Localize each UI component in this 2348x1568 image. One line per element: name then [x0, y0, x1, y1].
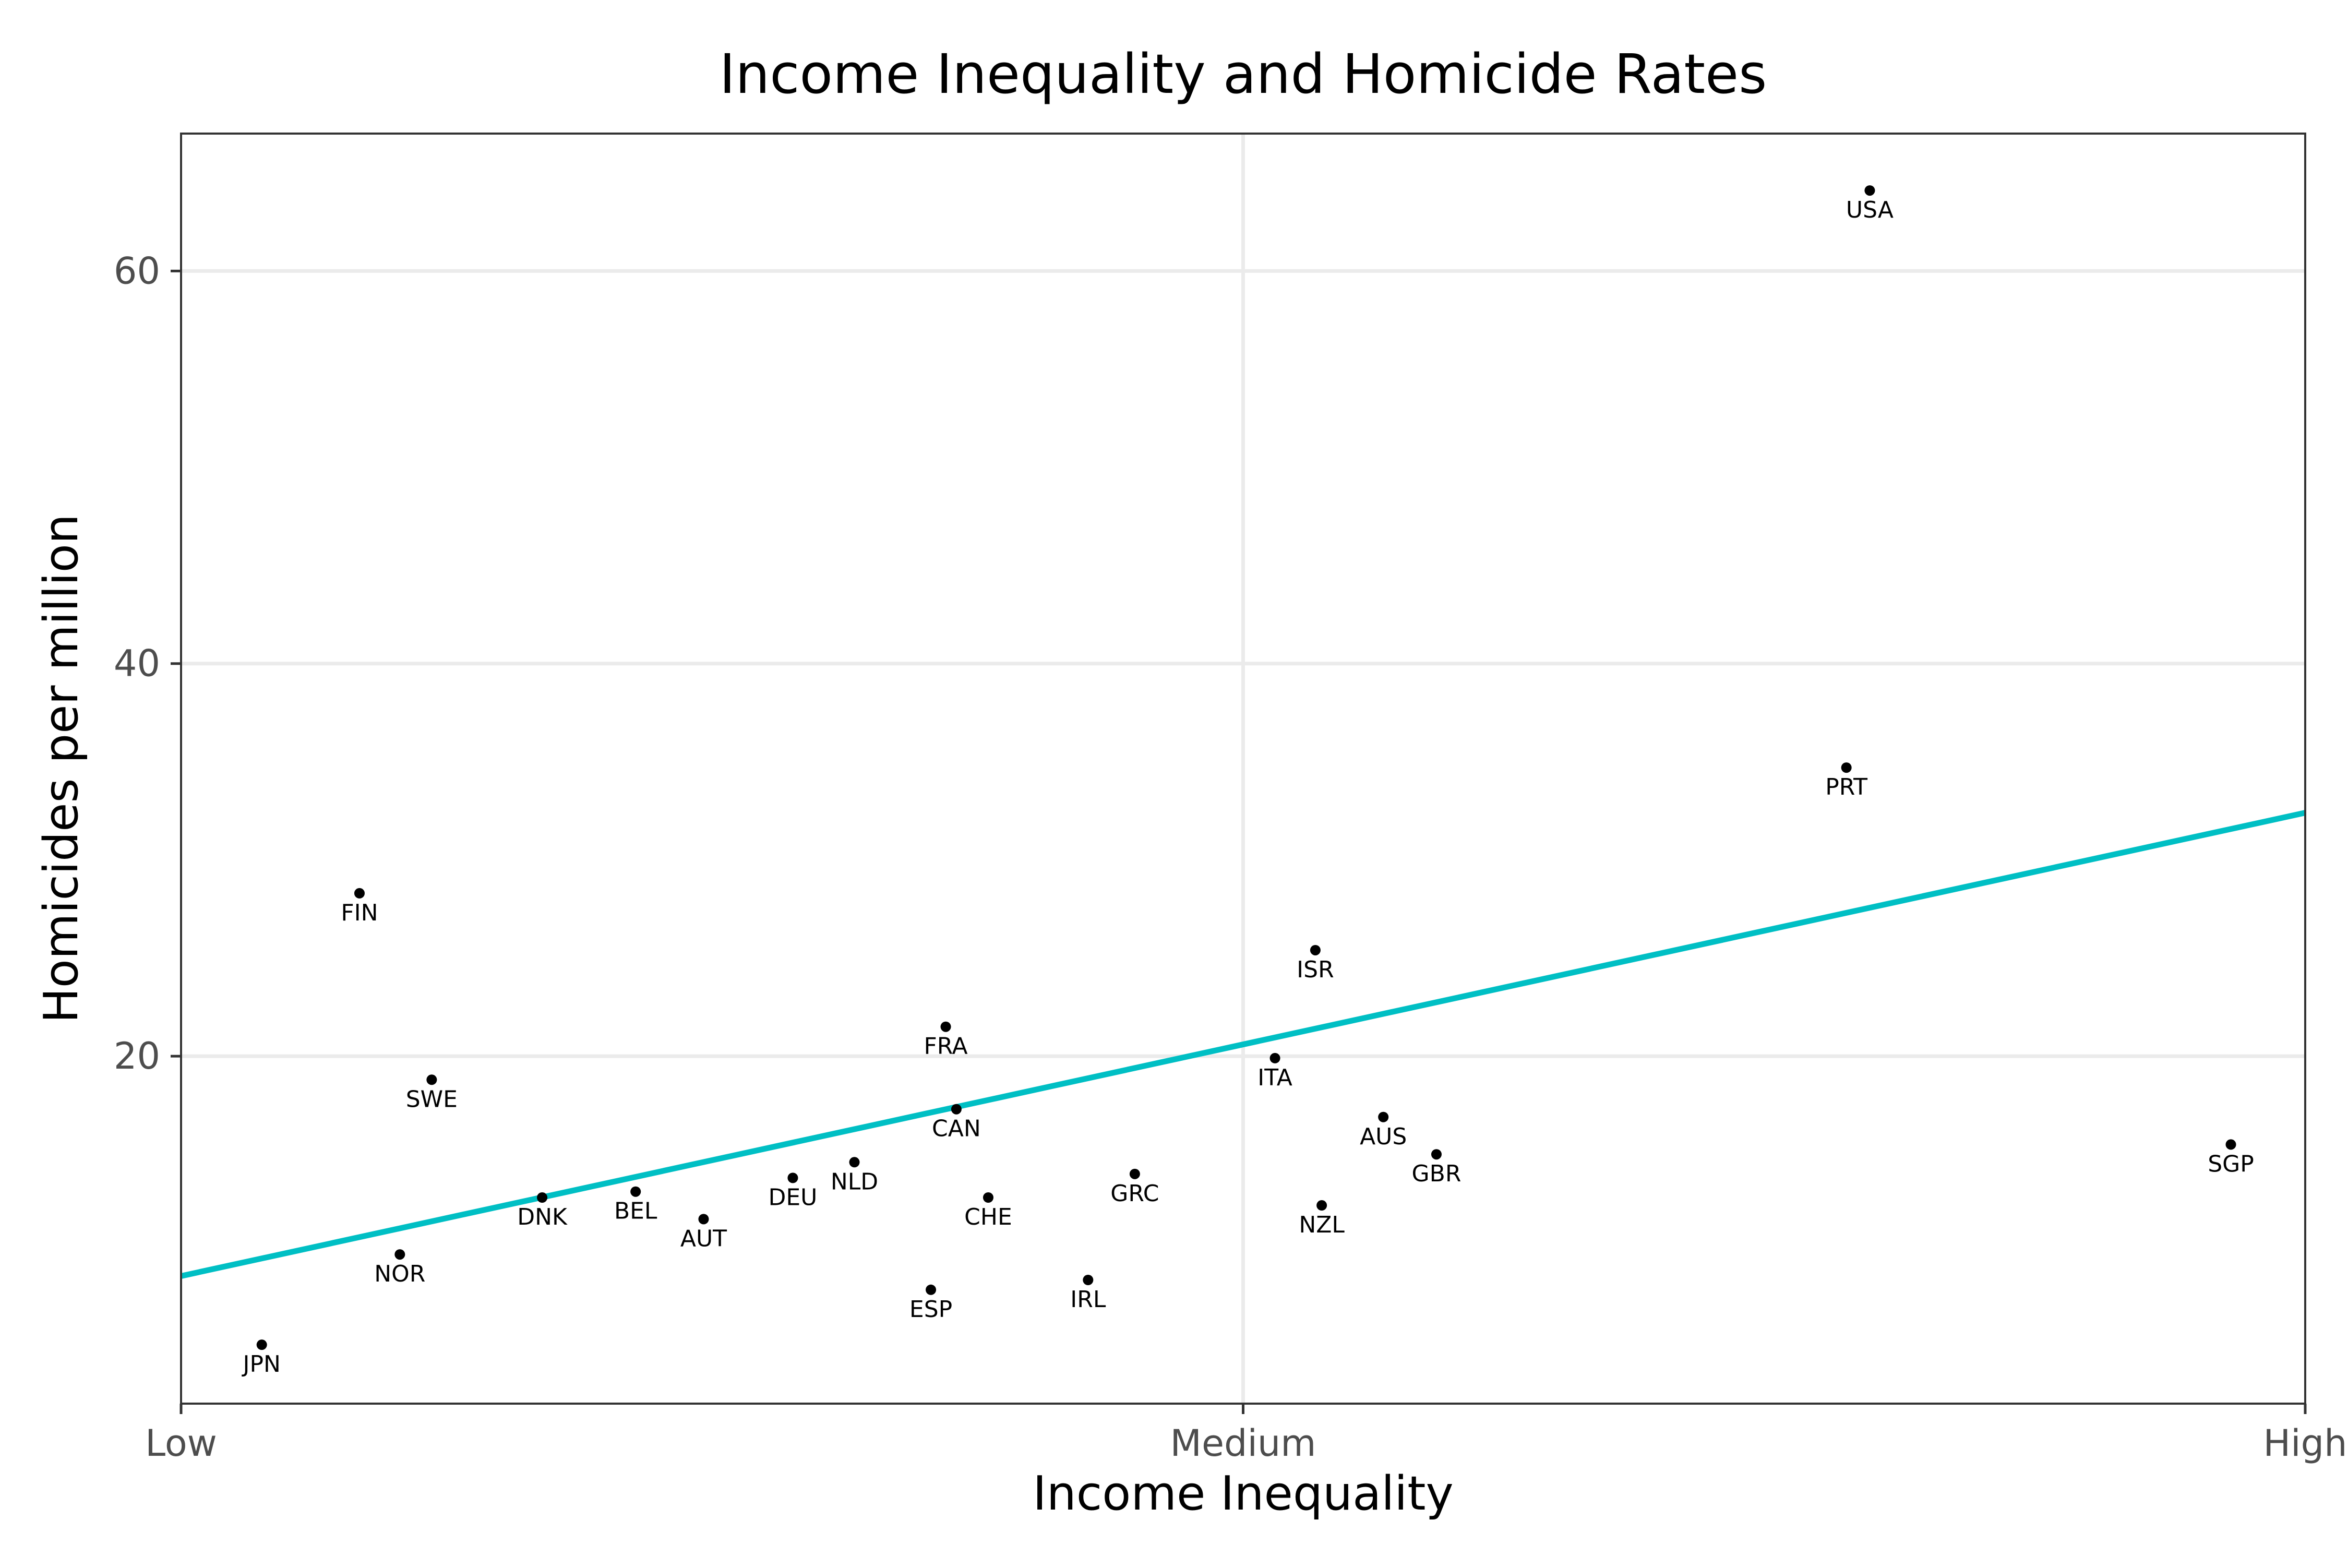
point-label-fra: FRA — [924, 1033, 967, 1060]
point-label-che: CHE — [964, 1204, 1012, 1230]
point-prt — [1841, 762, 1852, 773]
axes: 20 40 60 Low Medium High — [114, 249, 2347, 1465]
x-tick-label-low: Low — [145, 1422, 217, 1465]
point-fin — [354, 888, 365, 899]
point-label-gbr: GBR — [1412, 1160, 1461, 1187]
point-label-prt: PRT — [1825, 774, 1867, 800]
point-label-nzl: NZL — [1299, 1212, 1345, 1238]
point-grc — [1129, 1168, 1140, 1179]
point-nld — [849, 1157, 860, 1168]
point-isr — [1310, 944, 1321, 955]
point-label-ita: ITA — [1257, 1064, 1292, 1091]
point-labels-layer: JPN FIN NOR SWE DNK BEL AUT DEU NLD ESP FRA CAN CHE I… — [241, 197, 2254, 1378]
point-esp — [926, 1284, 937, 1295]
point-label-fin: FIN — [341, 900, 378, 926]
points-layer — [256, 185, 2236, 1350]
point-irl — [1083, 1274, 1094, 1285]
trend-line — [181, 810, 2305, 1279]
point-label-aut: AUT — [680, 1225, 727, 1252]
x-tick-label-high: High — [2263, 1422, 2347, 1465]
point-nzl — [1316, 1200, 1327, 1211]
point-label-bel: BEL — [614, 1198, 657, 1225]
point-gbr — [1431, 1149, 1442, 1160]
point-label-dnk: DNK — [517, 1204, 568, 1230]
point-dnk — [537, 1192, 548, 1203]
point-aut — [698, 1214, 709, 1225]
point-label-irl: IRL — [1070, 1286, 1106, 1313]
point-ita — [1269, 1052, 1280, 1063]
point-label-esp: ESP — [909, 1296, 952, 1323]
point-che — [983, 1192, 993, 1203]
x-tick-label-medium: Medium — [1170, 1422, 1316, 1465]
point-label-jpn: JPN — [241, 1351, 280, 1378]
chart-title: Income Inequality and Homicide Rates — [720, 42, 1767, 106]
point-label-deu: DEU — [769, 1184, 818, 1211]
point-label-aus: AUS — [1360, 1123, 1407, 1150]
point-deu — [787, 1172, 798, 1183]
point-aus — [1378, 1111, 1389, 1122]
point-label-isr: ISR — [1297, 956, 1334, 983]
point-label-sgp: SGP — [2208, 1151, 2254, 1177]
point-bel — [630, 1186, 641, 1197]
point-label-swe: SWE — [406, 1086, 458, 1112]
point-label-usa: USA — [1846, 197, 1894, 223]
point-swe — [426, 1074, 437, 1085]
x-axis-title: Income Inequality — [1033, 1466, 1454, 1521]
y-tick-label-60: 60 — [114, 249, 160, 292]
y-tick-label-40: 40 — [114, 642, 160, 685]
y-tick-label-20: 20 — [114, 1035, 160, 1078]
point-label-can: CAN — [932, 1116, 981, 1142]
gridlines — [181, 134, 2305, 1404]
point-jpn — [256, 1339, 267, 1350]
point-usa — [1864, 185, 1875, 196]
point-label-grc: GRC — [1110, 1180, 1159, 1207]
trend-line-layer — [181, 810, 2305, 1279]
point-sgp — [2225, 1139, 2236, 1150]
y-axis-title: Homicides per million — [34, 514, 89, 1023]
point-can — [951, 1104, 962, 1115]
point-nor — [394, 1249, 405, 1260]
point-fra — [940, 1021, 951, 1032]
point-label-nld: NLD — [831, 1168, 878, 1195]
point-label-nor: NOR — [374, 1261, 425, 1287]
